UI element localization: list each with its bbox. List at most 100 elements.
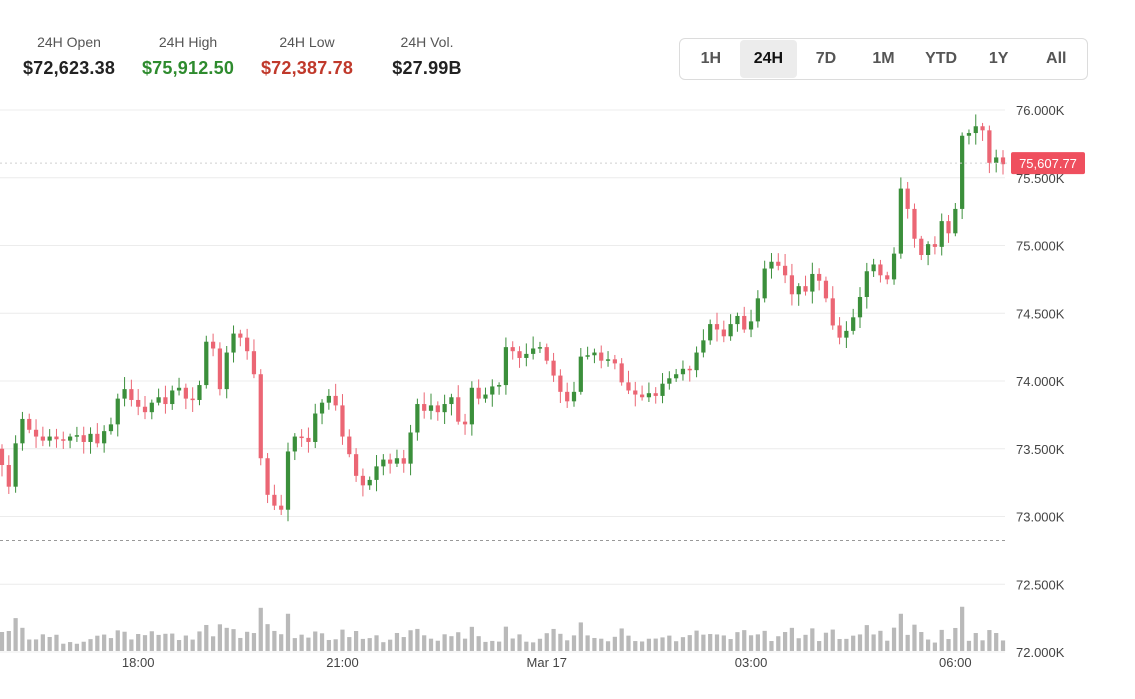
candle-body: [578, 356, 583, 392]
volume-bar: [823, 632, 829, 651]
volume-bar: [565, 640, 570, 651]
candle-body: [694, 352, 699, 371]
candle-body: [54, 436, 59, 440]
candle-body: [306, 437, 311, 442]
volume-bar: [367, 638, 372, 651]
timeframe-1h-button[interactable]: 1H: [700, 50, 722, 67]
volume-bar: [456, 632, 461, 651]
stat-volume-label: 24H Vol.: [400, 34, 454, 50]
volume-bar: [633, 641, 638, 651]
candle-body: [905, 188, 910, 209]
candle-body: [88, 433, 93, 442]
timeframe-ytd-button[interactable]: YTD: [925, 50, 958, 67]
candle-body: [136, 399, 141, 407]
timeframe-7d-button[interactable]: 7D: [815, 50, 837, 67]
candle-body: [646, 393, 652, 398]
volume-bar: [960, 606, 965, 651]
candle-body: [156, 397, 161, 403]
timeframe-all-button[interactable]: All: [1046, 50, 1067, 67]
candle-body: [197, 385, 202, 400]
candle-body: [163, 397, 168, 405]
candle-body: [13, 443, 18, 487]
volume-bar: [204, 624, 209, 651]
y-tick-label: 73.000K: [1016, 510, 1065, 525]
volume-bar: [619, 628, 624, 651]
volume-bar: [796, 638, 801, 651]
volume-bar: [592, 637, 597, 651]
volume-bar: [156, 634, 161, 651]
candle-body: [565, 391, 570, 402]
candle-body: [272, 494, 277, 506]
timeframe-24h-button[interactable]: 24H: [739, 40, 798, 78]
volume-bar: [388, 639, 393, 651]
candle-body: [217, 348, 223, 390]
volume-bar: [176, 640, 182, 651]
timeframe-1m-button[interactable]: 1M: [872, 50, 895, 67]
candle-body: [1000, 157, 1006, 165]
candle-body: [537, 347, 543, 349]
volume-bar: [394, 632, 400, 651]
candle-body: [708, 324, 713, 341]
volume-bar: [129, 639, 134, 651]
stat-low: 24H Low $72,387.78: [252, 34, 362, 79]
volume-bar: [748, 635, 754, 651]
volume-bar: [183, 635, 188, 651]
volume-bar: [258, 607, 263, 651]
x-axis: 18:00 21:00 Mar 17 03:00 06:00: [122, 655, 972, 670]
candle-body: [340, 405, 345, 437]
candle-body: [864, 271, 869, 297]
candle-body: [67, 436, 73, 441]
candle-body: [660, 383, 665, 396]
price-tag-box: [1011, 152, 1085, 175]
candle-body: [599, 352, 604, 361]
volume-bar: [531, 642, 536, 651]
candle-body: [61, 439, 66, 441]
candle-body: [898, 188, 903, 254]
candle-body: [748, 321, 754, 330]
volume-bar: [299, 634, 304, 651]
volume-bar: [347, 637, 352, 651]
volume-bar: [326, 639, 331, 651]
candle-body: [170, 390, 175, 405]
volume-bar: [374, 635, 379, 651]
candle-body: [605, 359, 611, 361]
volume-bar: [61, 643, 66, 651]
candle-body: [81, 435, 86, 442]
volume-bar: [721, 635, 726, 651]
stat-open-label: 24H Open: [37, 34, 101, 50]
stat-volume: 24H Vol. $27.99B: [380, 34, 474, 79]
volume-bar: [238, 637, 243, 651]
volume-bars: [0, 606, 1006, 651]
volume-bar: [265, 624, 270, 651]
volume-bar: [462, 638, 468, 651]
volume-bar: [415, 628, 420, 651]
volume-bar: [871, 634, 876, 651]
candle-body: [299, 436, 304, 439]
candle-body: [381, 459, 386, 467]
volume-bar: [912, 624, 917, 651]
volume-bar: [701, 634, 706, 651]
volume-bar: [687, 635, 692, 651]
volume-bar: [20, 627, 25, 651]
volume-bar: [851, 635, 856, 651]
candle-body: [823, 280, 829, 299]
volume-bar: [571, 635, 577, 651]
volume-bar: [537, 638, 543, 651]
volume-bar: [292, 638, 297, 651]
candle-body: [238, 333, 243, 338]
x-tick-label: Mar 17: [527, 655, 567, 670]
candle-body: [183, 387, 188, 399]
stat-low-label: 24H Low: [279, 34, 335, 50]
volume-bar: [728, 639, 733, 651]
candle-body: [585, 355, 590, 357]
candle-body: [435, 405, 440, 413]
volume-bar: [483, 641, 488, 651]
timeframe-1y-button[interactable]: 1Y: [988, 50, 1009, 67]
volume-bar: [13, 618, 18, 651]
volume-bar: [340, 629, 345, 651]
candle-body: [490, 386, 495, 395]
candle-body: [231, 333, 236, 353]
candle-body: [279, 505, 284, 510]
candle-body: [857, 296, 863, 318]
